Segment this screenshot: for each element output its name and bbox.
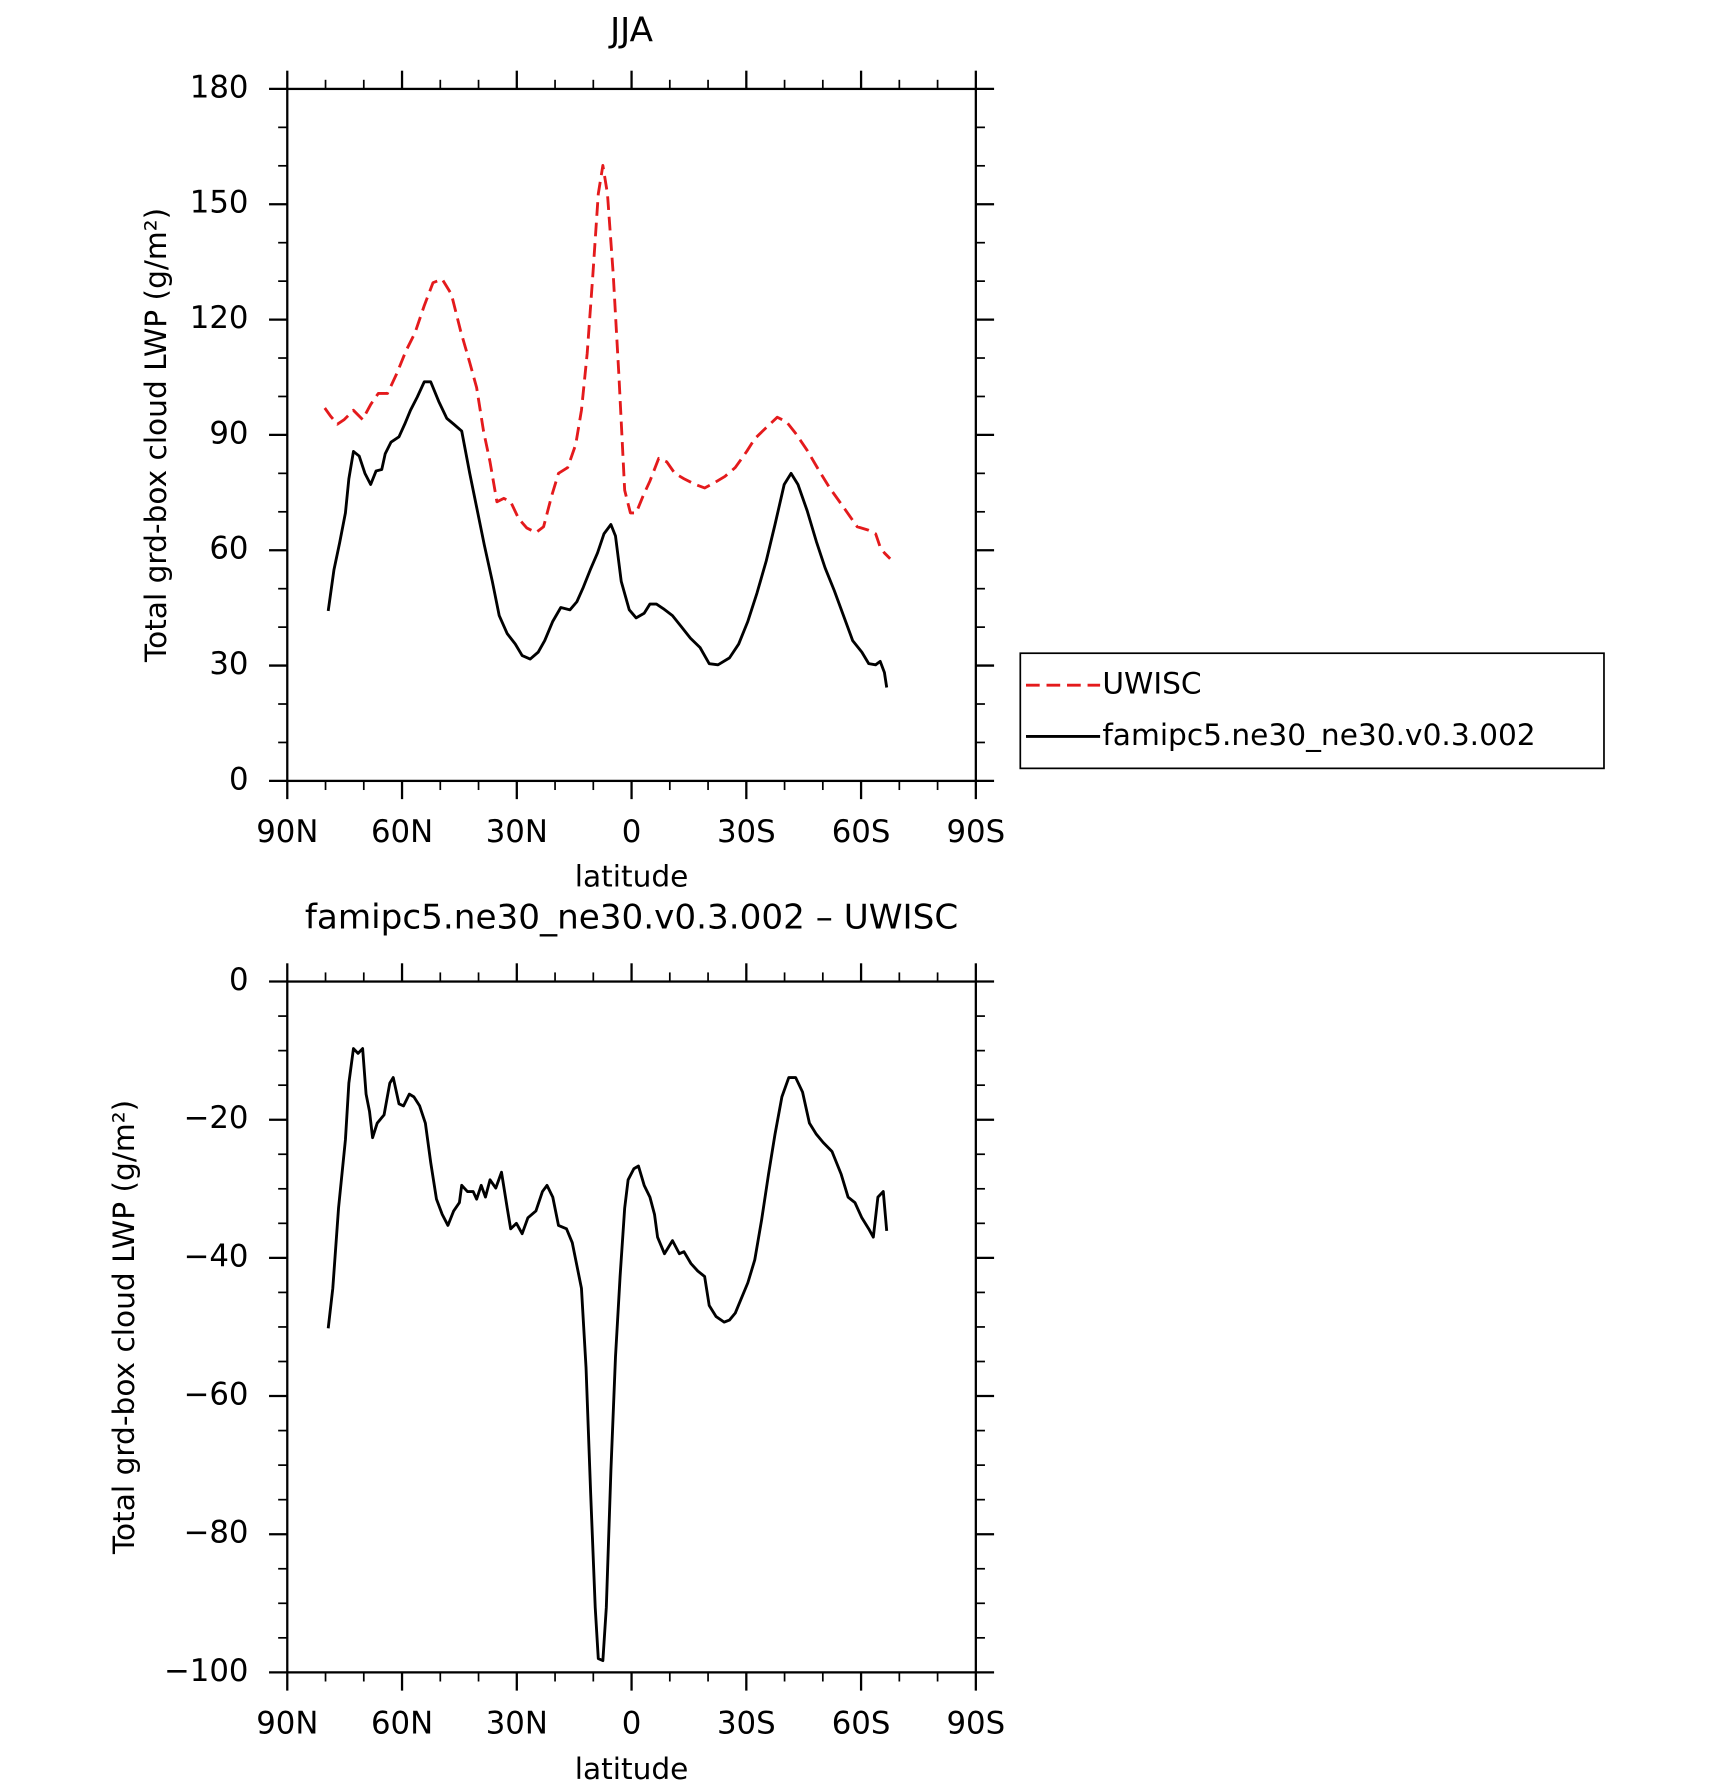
x-tick-label: 30S [717, 814, 776, 850]
y-tick-label: 0 [229, 761, 249, 797]
x-tick-label: 60N [371, 814, 433, 850]
x-tick-label: 90N [256, 1705, 318, 1741]
y-axis-label: Total grd-box cloud LWP (g/m²) [138, 208, 173, 663]
x-tick-label: 60S [832, 814, 891, 850]
x-tick-label: 0 [622, 814, 642, 850]
y-tick-label: −20 [184, 1100, 249, 1136]
x-tick-label: 30N [486, 814, 548, 850]
y-tick-label: 30 [209, 646, 248, 682]
x-tick-label: 30S [717, 1705, 776, 1741]
y-tick-label: 60 [209, 531, 248, 567]
y-tick-label: 90 [209, 415, 248, 451]
plot-frame [286, 87, 977, 783]
plot-frame [286, 980, 977, 1674]
y-tick-label: −80 [184, 1515, 249, 1551]
legend-box [1019, 652, 1605, 770]
y-tick-label: 120 [190, 300, 249, 336]
y-tick-label: −100 [164, 1653, 249, 1689]
legend-label: UWISC [1102, 666, 1201, 701]
x-tick-label: 60N [371, 1705, 433, 1741]
x-tick-label: 90S [946, 814, 1005, 850]
chart-title: JJA [608, 10, 654, 50]
x-axis-label: latitude [575, 1751, 689, 1786]
x-tick-label: 90N [256, 814, 318, 850]
x-tick-label: 90S [946, 1705, 1005, 1741]
data-line [326, 380, 889, 688]
x-tick-label: 0 [622, 1705, 642, 1741]
data-line [326, 1047, 889, 1663]
x-tick-label: 60S [832, 1705, 891, 1741]
y-tick-label: −60 [184, 1377, 249, 1413]
y-tick-label: 0 [229, 962, 249, 998]
y-tick-label: −40 [184, 1238, 249, 1274]
chart-title: famipc5.ne30_ne30.v0.3.002 – UWISC [305, 897, 958, 937]
legend-label: famipc5.ne30_ne30.v0.3.002 [1102, 717, 1535, 752]
y-tick-label: 180 [190, 69, 249, 105]
x-tick-label: 30N [486, 1705, 548, 1741]
y-tick-label: 150 [190, 185, 249, 221]
x-axis-label: latitude [575, 858, 689, 893]
data-line [323, 164, 892, 560]
y-axis-label: Total grd-box cloud LWP (g/m²) [106, 1100, 141, 1555]
